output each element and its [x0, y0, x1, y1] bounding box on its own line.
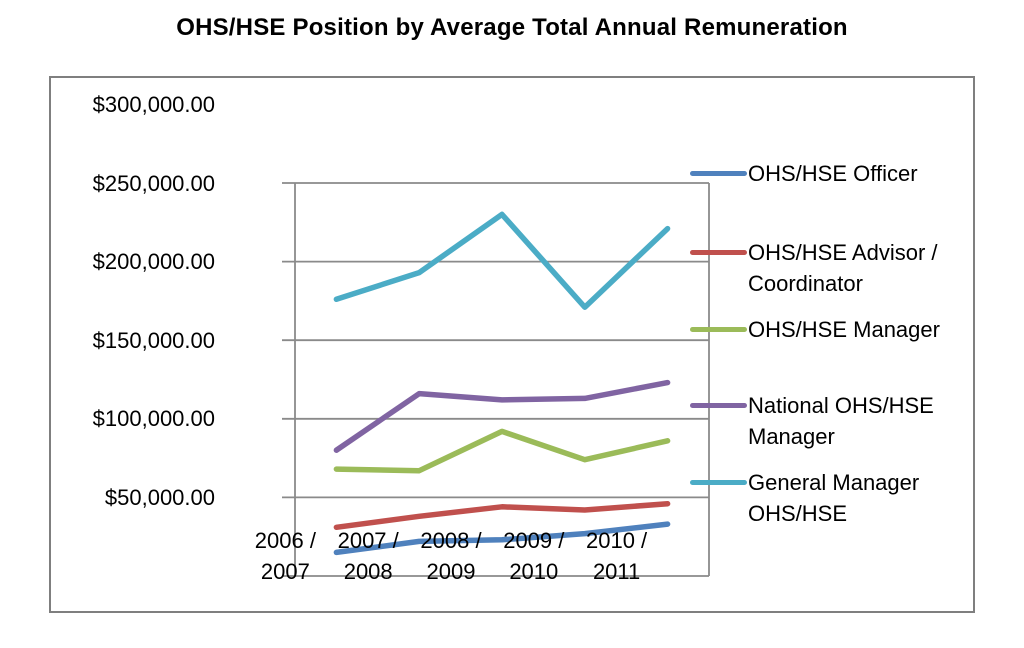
x-tick-line: 2008 /: [420, 528, 482, 553]
legend-label: OHS/HSE Officer: [748, 160, 918, 186]
x-tick-line: 2011: [592, 559, 641, 584]
legend-label: National OHS/HSE Manager: [748, 392, 934, 449]
chart-title: OHS/HSE Position by Average Total Annual…: [176, 14, 848, 41]
y-tick-label: $300,000.00: [92, 92, 215, 117]
legend-item-1: OHS/HSE Advisor / Coordinator: [690, 237, 978, 299]
legend-line-swatch: [690, 326, 747, 332]
x-tick-line: 2009: [426, 559, 476, 584]
series-line-3: [333, 379, 671, 453]
x-tick-line: 2006 /: [254, 528, 316, 553]
x-tick-line: 2010: [509, 559, 559, 584]
series-line-4: [333, 211, 671, 310]
y-tick-label: $250,000.00: [92, 170, 215, 196]
series-line-0: [333, 521, 671, 556]
x-tick-line: 2007: [260, 559, 310, 584]
chart-frame: [49, 76, 975, 613]
y-tick-label: $200,000.00: [92, 249, 215, 275]
series-line-1: [333, 500, 671, 531]
x-tick-line: 2009 /: [503, 528, 565, 553]
legend-item-0: OHS/HSE Officer: [690, 158, 918, 189]
legend-line-swatch: [690, 479, 747, 485]
x-tick-label: 2010 / 2011: [555, 525, 679, 587]
y-tick-label: $150,000.00: [92, 327, 215, 353]
x-tick-label: 2009 / 2010: [472, 525, 596, 587]
legend-label: General Manager OHS/HSE: [748, 469, 920, 526]
y-tick-label: $50,000.00: [104, 485, 215, 510]
legend-line-swatch: [690, 249, 747, 255]
x-tick-label: 2008 / 2009: [389, 525, 513, 587]
legend-label: OHS/HSE Advisor / Coordinator: [748, 239, 938, 296]
legend-label: OHS/HSE Manager: [748, 316, 940, 342]
x-tick-label: 2006 / 2007: [223, 525, 347, 587]
x-tick-line: 2007 /: [337, 528, 399, 553]
y-tick-label: $100,000.00: [92, 406, 215, 432]
legend-item-3: National OHS/HSE Manager: [690, 390, 978, 452]
legend-line-swatch: [690, 170, 747, 176]
legend-item-2: OHS/HSE Manager: [690, 314, 940, 345]
series-line-2: [333, 428, 671, 474]
legend-item-4: General Manager OHS/HSE: [690, 467, 978, 529]
legend-line-swatch: [690, 402, 747, 408]
plot-area: [282, 182, 710, 577]
x-tick-label: 2007 / 2008: [306, 525, 430, 587]
x-tick-line: 2008: [343, 559, 393, 584]
x-tick-line: 2010 /: [586, 528, 648, 553]
